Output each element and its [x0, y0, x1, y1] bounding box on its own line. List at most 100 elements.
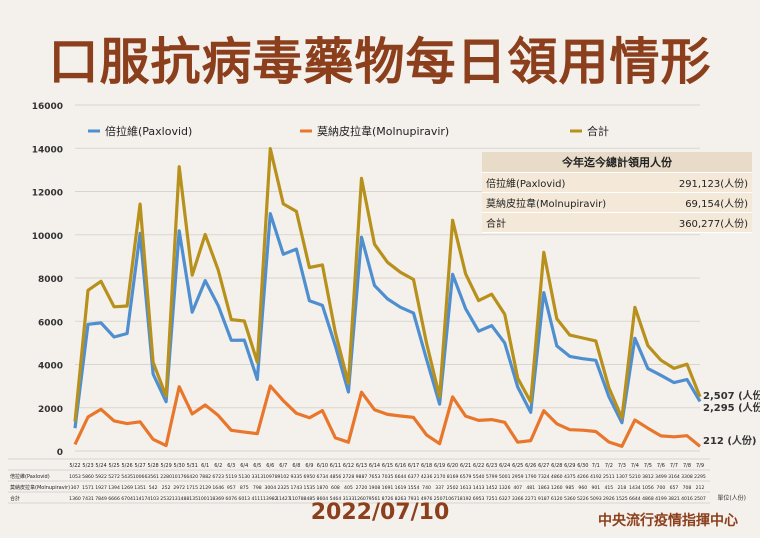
- table-cell: 7849: [95, 496, 107, 502]
- table-cell: 608: [331, 485, 340, 491]
- table-row-label: 合計: [10, 495, 20, 502]
- table-cell: 218: [617, 485, 626, 491]
- table-cell: 3133: [343, 496, 355, 502]
- table-cell: 5226: [577, 496, 589, 502]
- table-cell: 1056: [642, 485, 654, 491]
- table-cell: 3164: [668, 474, 680, 480]
- table-cell: 3499: [655, 474, 667, 480]
- table-cell: 6704: [121, 496, 133, 502]
- x-tick-label: 6/24: [499, 463, 510, 469]
- table-cell: 4860: [551, 474, 563, 480]
- x-tick-label: 6/29: [564, 463, 575, 469]
- table-cell: 957: [227, 485, 236, 491]
- table-cell: 4236: [421, 474, 433, 480]
- legend-label-0: 倍拉維(Paxlovid): [105, 124, 192, 138]
- series-line-1: [73, 384, 702, 448]
- table-cell: 4856: [330, 474, 342, 480]
- table-cell: 7324: [538, 474, 550, 480]
- x-tick-label: 6/9: [305, 463, 313, 469]
- x-tick-label: 6/20: [447, 463, 458, 469]
- series-line-2: [73, 147, 702, 422]
- table-cell: 5435: [121, 474, 133, 480]
- summary-label-paxlovid: 倍拉維(Paxlovid): [482, 172, 651, 193]
- footer-date: 2022/07/10: [310, 500, 450, 525]
- table-cell: 11427: [276, 496, 291, 502]
- table-cell: 7035: [382, 474, 394, 480]
- table-cell: 1351: [134, 485, 146, 491]
- table-cell: 5119: [225, 474, 237, 480]
- table-cell: 1908: [369, 485, 381, 491]
- table-cell: 405: [344, 485, 353, 491]
- x-tick-label: 6/27: [538, 463, 549, 469]
- table-cell: 4868: [642, 496, 654, 502]
- table-cell: 4976: [421, 496, 433, 502]
- table-cell: 5922: [95, 474, 107, 480]
- x-tick-label: 6/7: [279, 463, 287, 469]
- table-cell: 13148: [172, 496, 187, 502]
- table-cell: 5860: [82, 474, 94, 480]
- table-cell: 5360: [564, 496, 576, 502]
- table-cell: 2295: [694, 474, 706, 480]
- table-cell: 5093: [590, 496, 602, 502]
- table-cell: 2129: [199, 485, 211, 491]
- x-tick-label: 7/2: [605, 463, 613, 469]
- x-tick-label: 5/22: [69, 463, 80, 469]
- table-cell: 2728: [343, 474, 355, 480]
- table-cell: 2532: [160, 496, 172, 502]
- table-cell: 8263: [395, 496, 407, 502]
- table-cell: 1743: [291, 485, 303, 491]
- x-tick-label: 6/15: [382, 463, 393, 469]
- table-cell: 6076: [225, 496, 237, 502]
- table-cell: 2972: [173, 485, 185, 491]
- x-tick-label: 5/28: [148, 463, 159, 469]
- table-cell: 875: [240, 485, 249, 491]
- table-cell: 1691: [382, 485, 394, 491]
- table-cell: 5272: [108, 474, 120, 480]
- table-cell: 8485: [304, 496, 316, 502]
- table-cell: 212: [696, 485, 705, 491]
- table-cell: 9335: [291, 474, 303, 480]
- table-cell: 2502: [447, 485, 459, 491]
- table-cell: 11417: [133, 496, 148, 502]
- table-cell: 252: [162, 485, 171, 491]
- table-cell: 3308: [681, 474, 693, 480]
- x-tick-label: 7/7: [670, 463, 678, 469]
- table-cell: 9887: [356, 474, 368, 480]
- table-cell: 2507: [694, 496, 706, 502]
- x-tick-label: 6/8: [292, 463, 300, 469]
- table-cell: 4192: [590, 474, 602, 480]
- table-cell: 7653: [369, 474, 381, 480]
- table-cell: 798: [253, 485, 262, 491]
- x-tick-label: 6/21: [460, 463, 471, 469]
- table-cell: 1260: [551, 485, 563, 491]
- table-cell: 700: [657, 485, 666, 491]
- table-cell: 2959: [512, 474, 524, 480]
- y-tick-label: 6000: [38, 318, 63, 328]
- table-cell: 1927: [95, 485, 107, 491]
- data-table: 5/22 5/23 5/24 5/25 5/26 5/27 5/28 5/29 5/30 5/31…: [8, 458, 710, 504]
- table-cell: 1326: [499, 485, 511, 491]
- table-cell: 8369: [212, 496, 224, 502]
- table-cell: 2325: [277, 485, 289, 491]
- x-tick-label: 6/13: [356, 463, 367, 469]
- end-label-1: 212 (人份): [703, 434, 757, 447]
- table-cell: 10671: [445, 496, 460, 502]
- table-cell: 960: [578, 485, 587, 491]
- x-tick-label: 6/19: [434, 463, 445, 469]
- page-title: 口服抗病毒藥物每日領用情形: [48, 33, 712, 91]
- table-cell: 8192: [460, 496, 472, 502]
- x-tick-label: 5/23: [82, 463, 93, 469]
- footer-org: 中央流行疫情指揮中心: [598, 513, 738, 529]
- x-tick-label: 5/29: [161, 463, 172, 469]
- table-cell: 6734: [317, 474, 329, 480]
- x-tick-label: 7/4: [631, 463, 639, 469]
- table-cell: 4375: [564, 474, 576, 480]
- table-cell: 6644: [629, 496, 641, 502]
- x-tick-label: 6/1: [201, 463, 209, 469]
- table-cell: 6013: [238, 496, 250, 502]
- y-tick-label: 10000: [32, 232, 63, 242]
- table-cell: 1269: [121, 485, 133, 491]
- table-cell: 407: [513, 485, 522, 491]
- table-cell: 1554: [408, 485, 420, 491]
